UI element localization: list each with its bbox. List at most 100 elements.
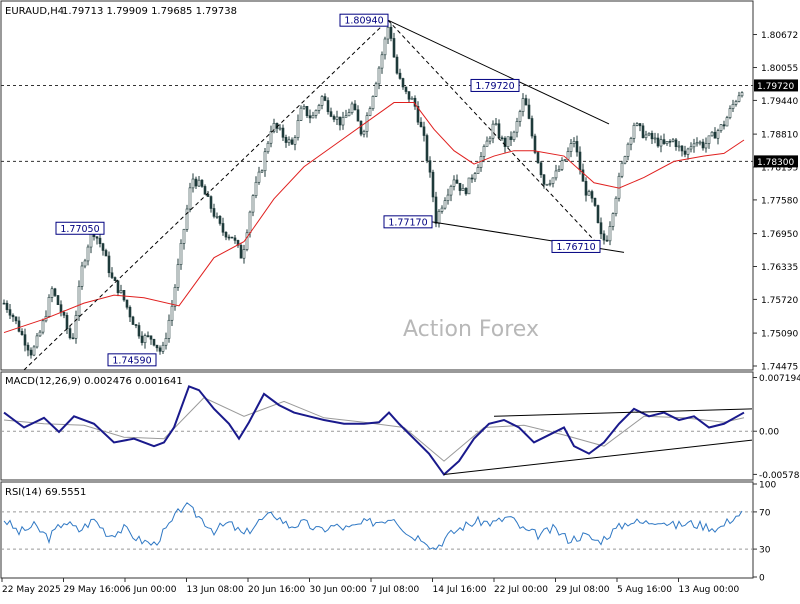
candle-body <box>476 167 480 174</box>
candle-body <box>128 306 132 318</box>
candle-body <box>527 104 531 119</box>
candle-body <box>146 335 150 337</box>
x-tick-label: 22 Jul 00:00 <box>494 585 548 595</box>
rsi-title: RSI(14) 69.5551 <box>5 487 86 498</box>
candle-body <box>290 139 294 145</box>
candle-body <box>599 222 603 235</box>
candle-body <box>344 115 348 118</box>
candle-body <box>335 116 339 120</box>
macd-title: MACD(12,26,9) 0.002476 0.001641 <box>5 376 183 387</box>
candle-body <box>149 335 153 340</box>
candle-body <box>371 96 375 109</box>
candle-body <box>404 86 408 92</box>
chart-symbol: EURAUD,H4 <box>5 6 64 17</box>
candle-body <box>452 179 456 187</box>
price-panel-frame <box>0 0 754 371</box>
candle-body <box>443 200 447 209</box>
candle-body <box>380 54 384 69</box>
candle-body <box>728 108 732 118</box>
candle-body <box>77 286 81 316</box>
candle-body <box>251 195 255 213</box>
candle-body <box>311 115 315 119</box>
x-tick-label: 13 Jun 08:00 <box>187 585 244 595</box>
candle-body <box>152 338 156 346</box>
candle-body <box>218 216 222 224</box>
price-label-box <box>339 13 389 27</box>
candle-body <box>314 110 318 116</box>
rsi-y-tick-label: 100 <box>759 481 776 491</box>
candle-body <box>734 101 738 105</box>
candle-body <box>200 179 204 187</box>
candle-body <box>653 137 657 140</box>
candle-body <box>176 264 180 288</box>
candle-body <box>323 96 327 101</box>
price-label-box <box>383 215 433 229</box>
x-tick-label: 22 May 2025 <box>2 585 61 595</box>
macd-trendline <box>493 408 753 417</box>
candle-body <box>677 145 681 148</box>
candle-body <box>692 143 696 148</box>
candle-body <box>701 141 705 149</box>
watermark: Action Forex <box>403 317 539 342</box>
candle-body <box>260 170 264 173</box>
macd-line <box>3 385 745 477</box>
macd-signal-line <box>3 397 745 462</box>
candle-body <box>179 243 183 265</box>
candle-body <box>707 135 711 144</box>
candle-body <box>233 237 237 241</box>
x-tick-label: 29 Jul 08:00 <box>556 585 610 595</box>
candle-body <box>539 162 543 176</box>
candle-body <box>530 118 534 137</box>
candle-body <box>131 316 135 325</box>
candle-body <box>23 334 27 346</box>
candle-body <box>110 272 114 278</box>
candle-body <box>563 159 567 161</box>
rsi-panel-frame <box>0 481 754 579</box>
candle-body <box>353 103 357 111</box>
candle-body <box>629 138 633 145</box>
candle-body <box>425 135 429 161</box>
candle-body <box>608 226 612 242</box>
candle-body <box>620 162 624 177</box>
candle-body <box>383 38 387 56</box>
candle-body <box>710 131 714 137</box>
candle-body <box>14 316 18 322</box>
macd-panel-frame <box>0 371 754 481</box>
candle-body <box>194 178 198 187</box>
x-tick-label: 30 Jun 00:00 <box>310 585 367 595</box>
candle-body <box>545 183 549 186</box>
candle-body <box>698 141 702 144</box>
candle-body <box>521 98 525 112</box>
candle-body <box>719 124 723 131</box>
x-tick-label: 20 Jun 16:00 <box>248 585 305 595</box>
candle-body <box>35 335 39 348</box>
level-price-label: 1.79720 <box>757 82 794 92</box>
price-label: 1.80940 <box>344 16 383 27</box>
moving-average-line <box>3 102 745 334</box>
candle-body <box>569 143 573 152</box>
candle-body <box>329 111 333 117</box>
candle-body <box>20 331 24 335</box>
candle-body <box>134 324 138 326</box>
candle-body <box>662 139 666 144</box>
candle-body <box>209 196 213 209</box>
candle-body <box>101 243 105 251</box>
rsi-line <box>3 502 743 551</box>
x-tick-label: 13 Aug 00:00 <box>679 585 740 595</box>
candle-body <box>641 125 645 139</box>
candle-body <box>602 233 606 241</box>
candle-body <box>59 304 63 313</box>
candle-body <box>626 143 630 157</box>
candle-body <box>512 131 516 140</box>
candle-body <box>17 320 21 332</box>
candle-body <box>398 72 402 79</box>
candle-body <box>173 287 177 307</box>
price-y-tick-label: 1.76950 <box>761 230 798 240</box>
candle-body <box>332 116 336 120</box>
candle-body <box>107 255 111 274</box>
candle-body <box>191 178 195 189</box>
candle-body <box>713 131 717 139</box>
candle-body <box>650 132 654 140</box>
candle-body <box>11 314 15 318</box>
macd-y-tick-label: 0.00 <box>759 428 779 438</box>
